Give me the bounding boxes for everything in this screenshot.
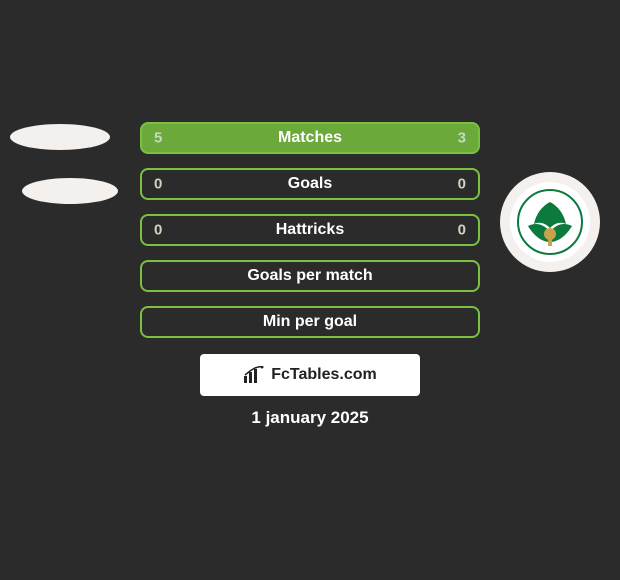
eagle-icon (516, 188, 584, 256)
stat-row: Hattricks 0 0 (140, 214, 480, 246)
stat-row: Goals per match (140, 260, 480, 292)
player2-team-crest (500, 172, 600, 272)
stat-label: Goals per match (247, 267, 372, 285)
comparison-card: Fouad vs Abdelhamid Club competitions, S… (0, 0, 620, 580)
stat-right-value: 0 (458, 222, 466, 239)
stat-label: Matches (278, 129, 342, 147)
stat-left-value: 0 (154, 222, 162, 239)
stats-list: Matches 5 3 Goals 0 0 Hattricks 0 0 Goals per mat… (140, 122, 480, 352)
player1-avatar-placeholder (10, 124, 110, 150)
date-text: 1 january 2025 (251, 408, 368, 428)
stat-right-value: 3 (458, 130, 466, 147)
stat-label: Goals (288, 175, 332, 193)
crest-circle (510, 182, 590, 262)
stat-row: Matches 5 3 (140, 122, 480, 154)
stat-right-value: 0 (458, 176, 466, 193)
brand-logo: FcTables.com (243, 366, 377, 384)
stat-left-value: 5 (154, 130, 162, 147)
stat-label: Hattricks (276, 221, 344, 239)
stat-row: Min per goal (140, 306, 480, 338)
chart-icon (243, 366, 265, 384)
stat-row: Goals 0 0 (140, 168, 480, 200)
player1-avatar-placeholder-2 (22, 178, 118, 204)
brand-text: FcTables.com (271, 366, 377, 384)
stat-label: Min per goal (263, 313, 357, 331)
stat-left-value: 0 (154, 176, 162, 193)
brand-frame: FcTables.com (200, 354, 420, 396)
